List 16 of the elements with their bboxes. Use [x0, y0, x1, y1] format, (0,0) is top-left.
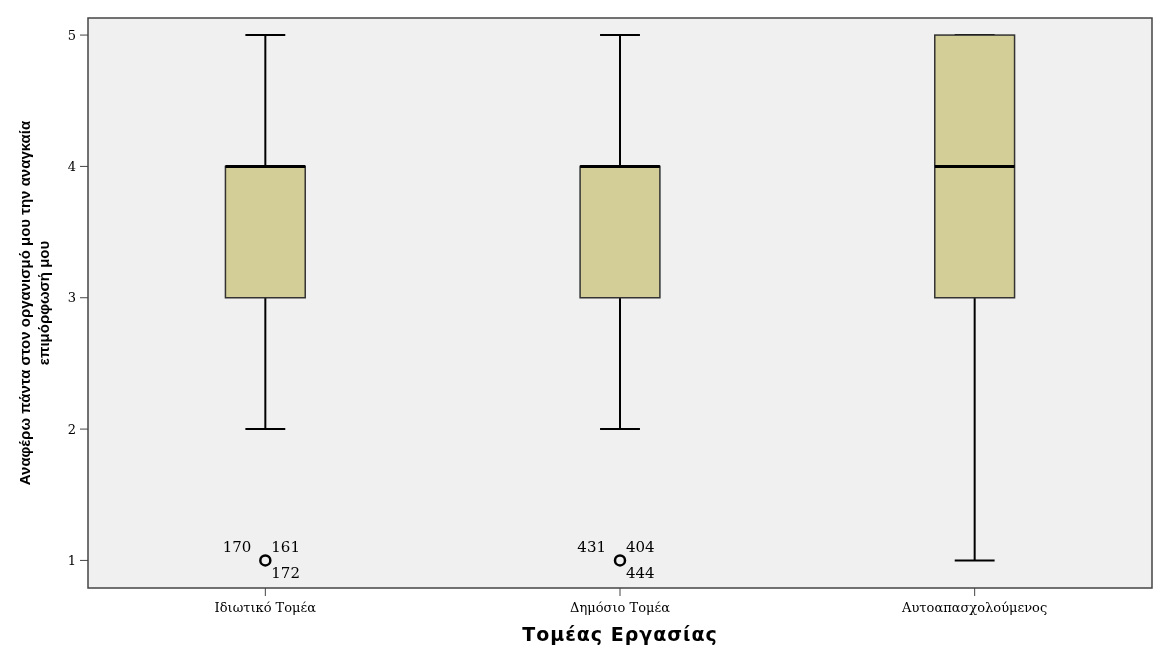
x-axis-title: Τομέας Εργασίας: [522, 623, 718, 645]
y-tick-label: 5: [67, 27, 76, 43]
annotation: 170: [222, 538, 252, 557]
y-tick-label: 3: [67, 290, 76, 306]
annotation: 404: [626, 538, 655, 557]
y-tick-label: 1: [67, 552, 76, 568]
annotation: 431: [577, 538, 606, 557]
annotation: 161: [271, 538, 300, 557]
y-tick-label: 4: [67, 158, 76, 174]
x-tick-label: Δημόσιο Τομέα: [570, 600, 671, 615]
y-tick-label: 2: [67, 421, 76, 437]
annotation: 444: [626, 564, 655, 583]
y-axis-title: Αναφέρω πάντα στον οργανισμό μου την αναγκαία επιμόρφωσή μου: [16, 119, 52, 486]
annotation: 172: [271, 564, 300, 583]
x-tick-label: Ιδιωτικό Τομέα: [214, 600, 317, 615]
x-tick-label: Αυτοαπασχολούμενος: [901, 600, 1048, 615]
